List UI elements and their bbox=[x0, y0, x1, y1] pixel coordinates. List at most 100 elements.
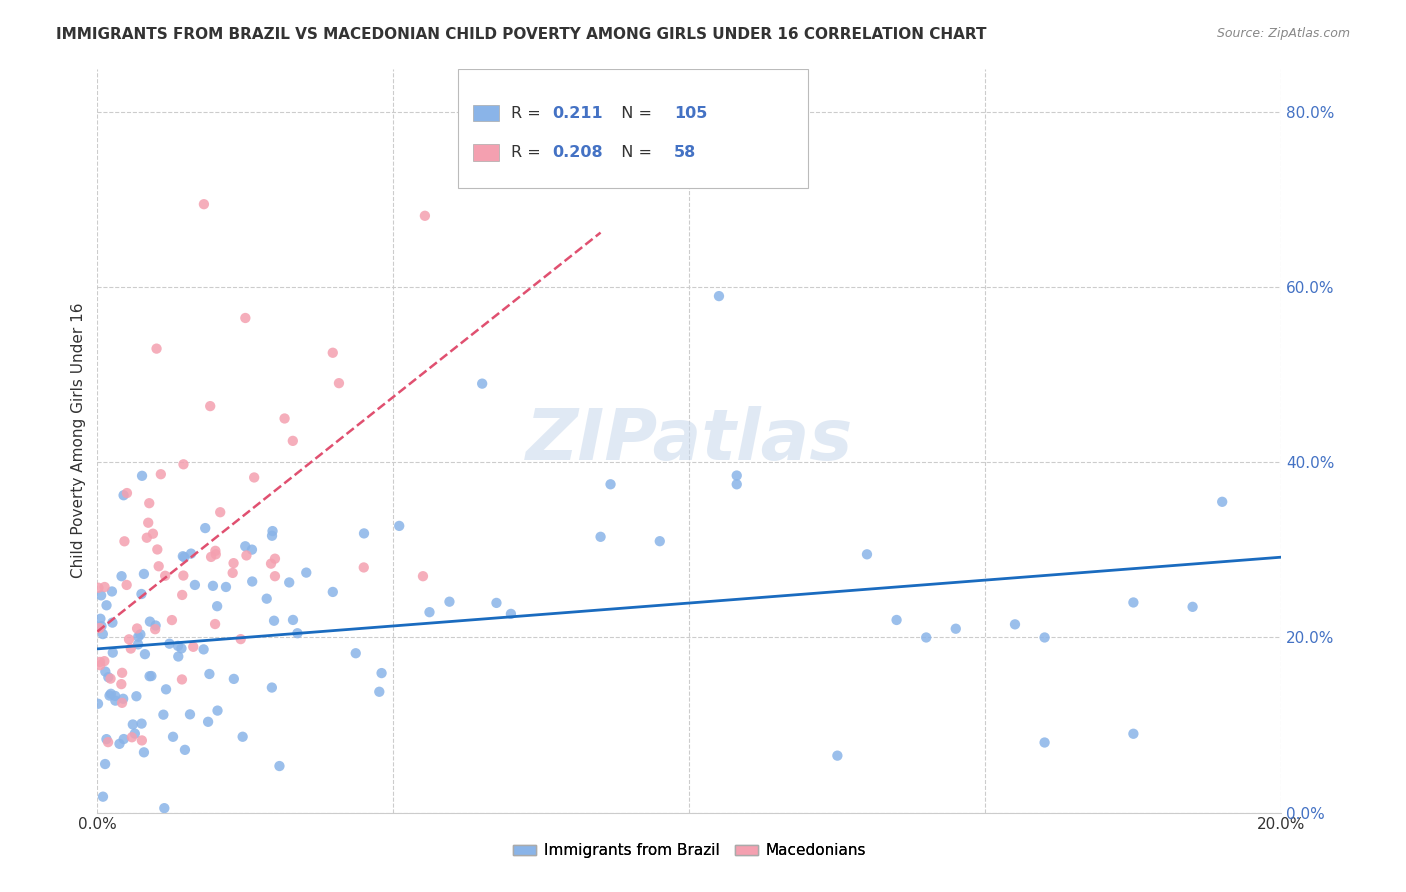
Immigrants from Brazil bbox=[91, 627, 114, 641]
Immigrants from Brazil bbox=[233, 539, 256, 553]
Immigrants from Brazil bbox=[232, 730, 254, 744]
Immigrants from Brazil bbox=[127, 630, 149, 644]
Macedonians bbox=[160, 613, 183, 627]
Immigrants from Brazil bbox=[96, 599, 118, 613]
Immigrants from Brazil bbox=[648, 534, 671, 549]
Macedonians bbox=[264, 551, 287, 566]
Macedonians bbox=[260, 557, 283, 571]
Macedonians bbox=[172, 588, 194, 602]
Immigrants from Brazil bbox=[141, 669, 163, 683]
Immigrants from Brazil bbox=[131, 468, 153, 483]
Immigrants from Brazil bbox=[945, 622, 967, 636]
Macedonians bbox=[97, 735, 120, 749]
Immigrants from Brazil bbox=[162, 730, 184, 744]
Macedonians bbox=[143, 622, 166, 636]
Immigrants from Brazil bbox=[145, 618, 167, 632]
Macedonians bbox=[111, 696, 134, 710]
Immigrants from Brazil bbox=[589, 530, 612, 544]
Immigrants from Brazil bbox=[260, 681, 283, 695]
Macedonians bbox=[110, 677, 132, 691]
Immigrants from Brazil bbox=[153, 801, 176, 815]
Immigrants from Brazil bbox=[1004, 617, 1026, 632]
Macedonians bbox=[235, 549, 257, 563]
Macedonians bbox=[135, 531, 157, 545]
Immigrants from Brazil bbox=[110, 569, 132, 583]
Text: 0.211: 0.211 bbox=[553, 105, 603, 120]
Immigrants from Brazil bbox=[263, 614, 285, 628]
Immigrants from Brazil bbox=[295, 566, 318, 580]
Immigrants from Brazil bbox=[222, 672, 245, 686]
Immigrants from Brazil bbox=[269, 759, 291, 773]
Immigrants from Brazil bbox=[827, 748, 849, 763]
Immigrants from Brazil bbox=[174, 743, 197, 757]
Macedonians bbox=[170, 673, 193, 687]
Immigrants from Brazil bbox=[167, 649, 190, 664]
Immigrants from Brazil bbox=[139, 615, 162, 629]
Immigrants from Brazil bbox=[240, 542, 263, 557]
Macedonians bbox=[200, 549, 222, 564]
Immigrants from Brazil bbox=[287, 626, 309, 640]
Immigrants from Brazil bbox=[104, 689, 127, 703]
Macedonians bbox=[235, 310, 257, 325]
Macedonians bbox=[145, 342, 167, 356]
Immigrants from Brazil bbox=[201, 579, 224, 593]
Macedonians bbox=[136, 516, 159, 530]
Immigrants from Brazil bbox=[344, 646, 367, 660]
Immigrants from Brazil bbox=[112, 691, 135, 706]
Immigrants from Brazil bbox=[388, 519, 411, 533]
Immigrants from Brazil bbox=[856, 547, 879, 561]
Macedonians bbox=[204, 617, 226, 632]
Immigrants from Brazil bbox=[725, 468, 748, 483]
Immigrants from Brazil bbox=[194, 521, 217, 535]
Immigrants from Brazil bbox=[1122, 595, 1144, 609]
Immigrants from Brazil bbox=[98, 689, 121, 703]
Immigrants from Brazil bbox=[121, 717, 143, 731]
Macedonians bbox=[146, 542, 169, 557]
Text: 58: 58 bbox=[673, 145, 696, 160]
Text: 105: 105 bbox=[673, 105, 707, 120]
Immigrants from Brazil bbox=[184, 578, 207, 592]
Immigrants from Brazil bbox=[104, 693, 127, 707]
Immigrants from Brazil bbox=[89, 612, 111, 626]
Macedonians bbox=[273, 411, 295, 425]
Macedonians bbox=[87, 581, 110, 595]
Macedonians bbox=[222, 556, 245, 570]
Immigrants from Brazil bbox=[499, 607, 522, 621]
Macedonians bbox=[204, 547, 226, 561]
Macedonians bbox=[200, 399, 222, 413]
Macedonians bbox=[322, 345, 344, 359]
Macedonians bbox=[204, 544, 226, 558]
FancyBboxPatch shape bbox=[472, 145, 499, 161]
Macedonians bbox=[131, 733, 153, 747]
Macedonians bbox=[153, 568, 176, 582]
Macedonians bbox=[89, 658, 111, 673]
Immigrants from Brazil bbox=[915, 631, 938, 645]
Immigrants from Brazil bbox=[1122, 727, 1144, 741]
Immigrants from Brazil bbox=[125, 690, 148, 704]
Macedonians bbox=[100, 672, 122, 686]
Macedonians bbox=[115, 578, 138, 592]
Y-axis label: Child Poverty Among Girls Under 16: Child Poverty Among Girls Under 16 bbox=[72, 302, 86, 578]
Immigrants from Brazil bbox=[471, 376, 494, 391]
Immigrants from Brazil bbox=[91, 789, 114, 804]
Immigrants from Brazil bbox=[193, 642, 215, 657]
Immigrants from Brazil bbox=[138, 669, 160, 683]
Immigrants from Brazil bbox=[886, 613, 908, 627]
Macedonians bbox=[142, 526, 165, 541]
Immigrants from Brazil bbox=[112, 732, 135, 747]
Immigrants from Brazil bbox=[94, 665, 117, 679]
Macedonians bbox=[125, 622, 148, 636]
Macedonians bbox=[209, 505, 232, 519]
Macedonians bbox=[181, 640, 204, 654]
Immigrants from Brazil bbox=[207, 704, 229, 718]
Macedonians bbox=[353, 560, 375, 574]
Immigrants from Brazil bbox=[173, 550, 195, 565]
Immigrants from Brazil bbox=[87, 697, 110, 711]
Immigrants from Brazil bbox=[101, 615, 124, 630]
Text: R =: R = bbox=[510, 145, 546, 160]
Macedonians bbox=[89, 621, 111, 635]
Text: ZIPatlas: ZIPatlas bbox=[526, 406, 853, 475]
Immigrants from Brazil bbox=[134, 647, 156, 661]
Immigrants from Brazil bbox=[170, 641, 193, 656]
Immigrants from Brazil bbox=[262, 524, 284, 538]
